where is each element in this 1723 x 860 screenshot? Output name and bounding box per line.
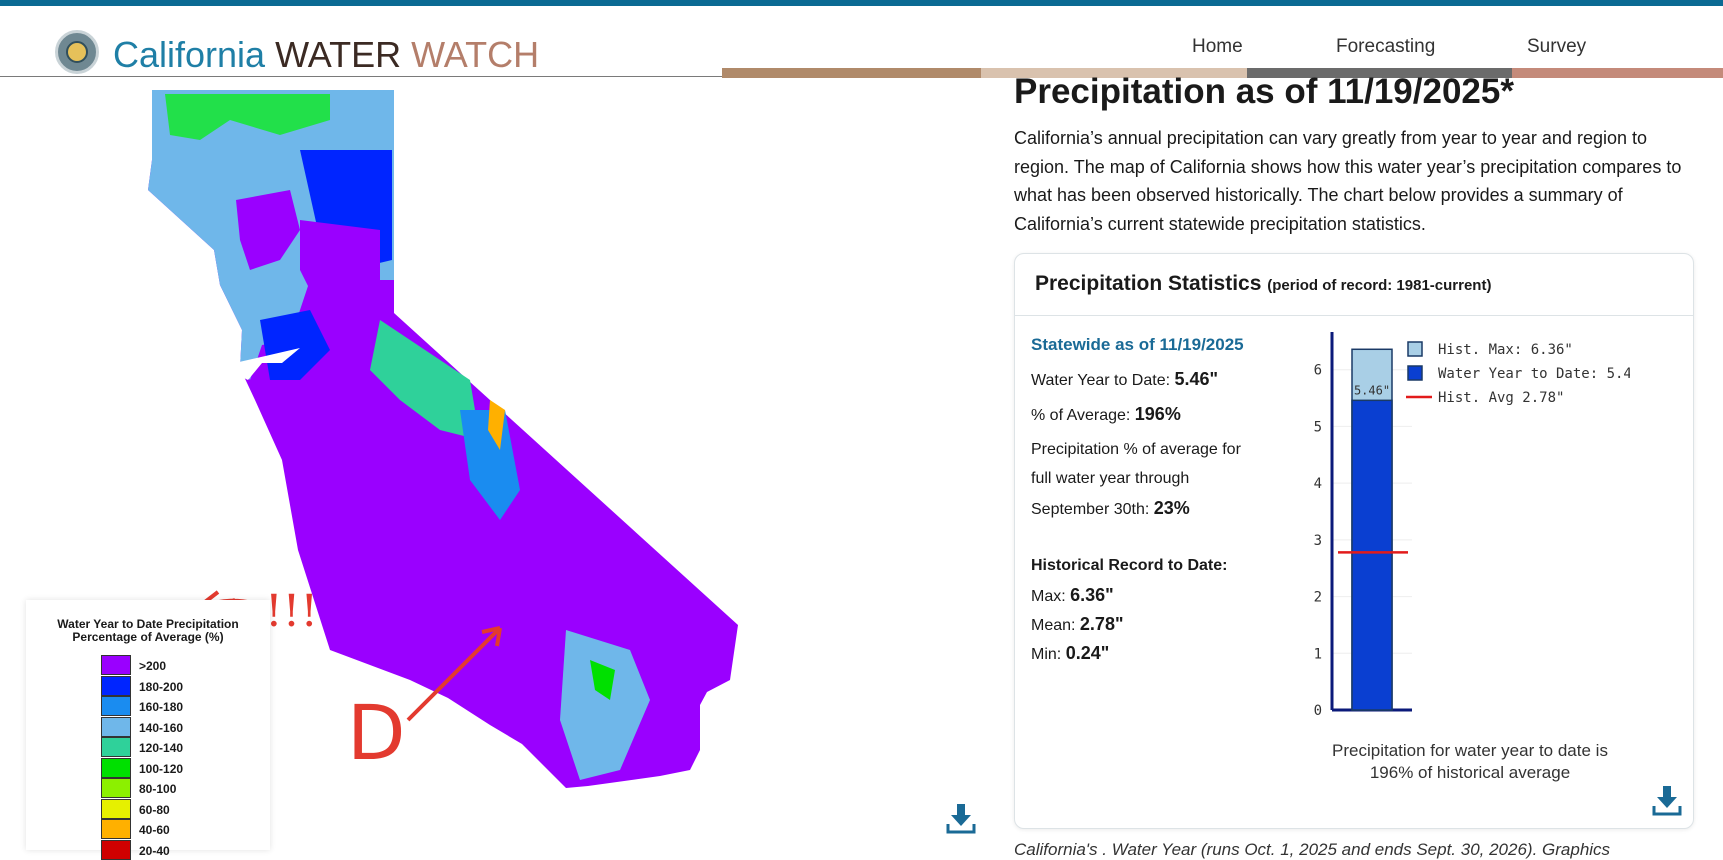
nav-stripe-1 [722,68,981,78]
stat-wytd: Water Year to Date: 5.46" [1031,369,1219,389]
map-legend: Water Year to Date Precipitation Percent… [26,600,270,860]
legend-item: 180-200 [101,675,241,696]
legend-title: Water Year to Date Precipitation Percent… [26,618,270,644]
legend-swatch [101,696,131,716]
y-tick-label: 2 [1314,590,1322,606]
nav-stripe-3 [1247,68,1512,78]
y-tick-label: 5 [1314,419,1322,435]
legend-swatch [101,716,131,737]
legend-max-swatch [1407,341,1423,357]
bar-value-label: 5.46" [1354,383,1390,397]
legend-item: 160-180 [101,696,241,716]
legend-max-label: Hist. Max: 6.36" [1438,342,1573,358]
legend-title-line-2: Percentage of Average (%) [72,630,224,644]
site-logo[interactable]: California WATER WATCH [113,34,539,76]
legend-swatch [101,737,131,757]
legend-title-line-1: Water Year to Date Precipitation [57,617,239,631]
brand-california: California [113,34,266,75]
legend-label: 60-80 [139,802,170,817]
chart-caption-line-1: Precipitation for water year to date is [1332,741,1608,760]
legend-label: 180-200 [139,679,184,694]
precip-bar-chart[interactable]: 0 1 2 3 4 5 6 5.46" Hist. Max: 6.36" Water Year t… [1300,330,1630,720]
wytd-bar [1351,399,1393,711]
chart-caption: Precipitation for water year to date is … [1280,740,1660,784]
stat-min: Min: 0.24" [1031,643,1110,663]
legend-swatch [101,819,131,839]
california-map-svg [148,90,738,788]
legend-label: >200 [139,659,167,673]
brand-water: WATER [275,34,402,75]
legend-item: 100-120 [101,757,241,778]
y-tick-label: 4 [1314,476,1322,492]
legend-swatch [101,675,131,696]
legend-swatch [101,757,131,778]
stat-pct-average: % of Average: 196% [1031,404,1181,424]
legend-item: 120-140 [101,737,241,757]
precipitation-map[interactable]: !!! D [0,80,990,850]
card-header: Precipitation Statistics (period of reco… [1015,254,1693,316]
legend-label: 140-160 [139,720,184,735]
card-title: Precipitation Statistics (period of reco… [1035,272,1491,296]
download-map-icon[interactable] [946,802,976,834]
legend-label: 40-60 [139,823,170,837]
legend-label: 120-140 [139,741,184,755]
card-title-text: Precipitation Statistics [1035,272,1262,295]
legend-item: 140-160 [101,716,241,737]
stat-mean: Mean: 2.78" [1031,614,1124,634]
legend-swatch [101,778,131,798]
stat-full-line-2: full water year through [1031,470,1190,487]
brand-watch: WATCH [411,34,540,75]
legend-item: >200 [101,655,241,675]
legend-item: 40-60 [101,819,241,839]
legend-label: 160-180 [139,700,184,714]
legend-label: 20-40 [139,843,170,858]
stat-max: Max: 6.36" [1031,585,1114,605]
y-tick-label: 1 [1314,646,1322,662]
nav-stripe-4 [1512,68,1723,78]
legend-item: 60-80 [101,798,241,819]
legend-wytd-label: Water Year to Date: 5.46" [1438,366,1630,382]
legend-label: 100-120 [139,761,184,776]
header-divider [0,76,722,77]
y-tick-label: 3 [1314,533,1322,549]
hist-record-heading: Historical Record to Date: [1031,557,1228,574]
nav-home[interactable]: Home [1192,36,1243,57]
stats-heading: Statewide as of 11/19/2025 [1031,335,1244,354]
nav-forecasting[interactable]: Forecasting [1336,36,1436,57]
nav-survey[interactable]: Survey [1527,36,1587,57]
footer-text: California's . Water Year (runs Oct. 1, … [1014,840,1611,859]
chart-caption-line-2: 196% of historical average [1369,763,1571,782]
legend-wytd-swatch [1407,365,1423,381]
y-tick-label: 0 [1314,703,1322,719]
card-subtitle: (period of record: 1981-current) [1267,277,1492,294]
intro-paragraph: California’s annual precipitation can va… [1014,128,1682,234]
annotation-exclaim: !!! [265,586,319,637]
legend-avg-label: Hist. Avg 2.78" [1438,390,1564,406]
site-header: California WATER WATCH Home Forecasting … [0,6,1723,76]
legend-swatch [101,798,131,819]
top-accent-bar [0,0,1723,6]
page-title: Precipitation as of 11/19/2025* [1014,72,1514,111]
legend-label: 80-100 [139,782,177,796]
stat-full-line-3: September 30th: 23% [1031,498,1190,518]
y-tick-label: 6 [1314,363,1322,379]
annotation-letter: D [347,688,406,777]
state-seal-icon[interactable] [55,30,99,74]
legend-item: 80-100 [101,778,241,798]
stat-full-line-1: Precipitation % of average for [1031,441,1241,458]
legend-swatch [101,655,131,675]
nav-stripe-2 [981,68,1247,78]
download-chart-icon[interactable] [1652,784,1682,816]
